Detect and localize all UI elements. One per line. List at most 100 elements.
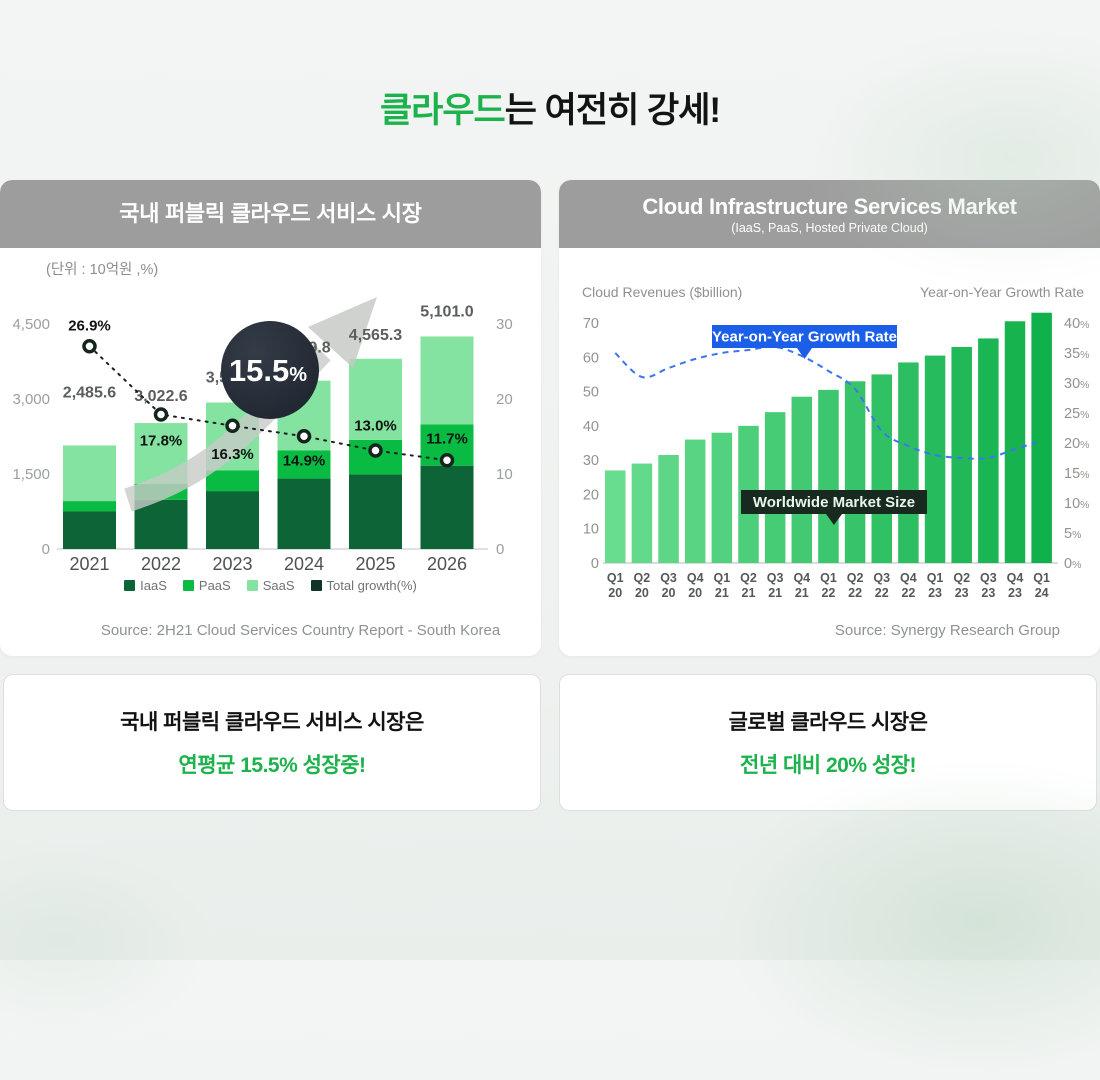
- revenue-bar: [605, 470, 626, 563]
- x-axis-label-year: 20: [608, 586, 622, 600]
- right-axis-tick: 25%: [1064, 406, 1089, 422]
- bar-segment-paas: [277, 450, 331, 479]
- right-axis-tick: 20%: [1064, 436, 1089, 452]
- legend-item-paas: PaaS: [182, 578, 231, 593]
- right-axis-tick: 15%: [1064, 466, 1089, 482]
- left-axis-tick: 30: [583, 453, 599, 469]
- revenue-bar: [764, 412, 786, 563]
- right-axis-tick: 10%: [1064, 496, 1089, 512]
- growth-percent-label: 13.0%: [354, 418, 397, 435]
- x-axis-label-year: 22: [848, 586, 862, 600]
- x-axis-label: 2023: [212, 554, 252, 574]
- growth-percent-label: 17.8%: [140, 433, 183, 450]
- chart-cards: 국내 퍼블릭 클라우드 서비스 시장 (단위 : 10억원 ,%) 0 1,500…: [0, 180, 1100, 656]
- legend-swatch: [124, 580, 136, 591]
- right-axis-tick: 30%: [1064, 376, 1089, 392]
- left-axis-tick: 0: [591, 556, 599, 572]
- right-axis-tick: 5%: [1064, 526, 1081, 542]
- x-axis-label: 2022: [141, 554, 181, 574]
- revenue-bar: [978, 338, 999, 563]
- korea-cloud-market-card: 국내 퍼블릭 클라우드 서비스 시장 (단위 : 10억원 ,%) 0 1,500…: [0, 180, 541, 656]
- global-card-title: Cloud Infrastructure Services Market: [642, 193, 1017, 219]
- left-axis-tick: 0: [42, 541, 50, 558]
- growth-percent-label: 11.7%: [426, 430, 468, 447]
- x-axis-label-quarter: Q4: [1007, 571, 1024, 585]
- bar-segment-saas: [63, 445, 116, 502]
- x-axis-label-year: 23: [928, 586, 942, 600]
- left-axis-tick: 10: [583, 522, 599, 538]
- bar-segment-iaas: [134, 499, 188, 549]
- growth-rate-badge-pointer: [797, 348, 812, 359]
- x-axis-label-year: 22: [875, 586, 889, 600]
- x-axis-label-year: 20: [635, 586, 649, 600]
- cagr-badge-text: 15.5%: [229, 353, 307, 388]
- growth-dot: [296, 429, 312, 444]
- x-axis-label: 2025: [355, 554, 395, 574]
- legend-item-saas: SaaS: [246, 578, 295, 593]
- global-card-subtitle: (IaaS, PaaS, Hosted Private Cloud): [731, 220, 928, 235]
- cagr-badge-circle: [221, 321, 319, 419]
- global-chart-body: Cloud Revenues ($billion) Year-on-Year G…: [559, 248, 1100, 656]
- x-axis-label-quarter: Q2: [953, 571, 970, 585]
- revenue-bar: [1031, 312, 1052, 563]
- bar-segment-paas: [206, 470, 259, 492]
- growth-dot: [368, 443, 383, 458]
- global-summary-box: 글로벌 클라우드 시장은 전년 대비 20% 성장!: [559, 674, 1097, 811]
- right-axis-tick: 35%: [1064, 346, 1089, 362]
- summary-boxes: 국내 퍼블릭 클라우드 서비스 시장은 연평균 15.5% 성장중! 글로벌 클…: [0, 674, 1100, 811]
- bar-segment-iaas: [63, 511, 116, 549]
- right-axis-tick: 10: [496, 466, 513, 483]
- korea-card-header: 국내 퍼블릭 클라우드 서비스 시장: [0, 180, 541, 248]
- legend-label: IaaS: [140, 578, 167, 593]
- revenue-bar: [791, 396, 813, 563]
- x-axis-label-quarter: Q3: [767, 571, 784, 585]
- korea-summary-line2: 연평균 15.5% 성장중!: [178, 754, 366, 777]
- growth-percent-label: 16.3%: [211, 446, 254, 463]
- korea-chart-source: Source: 2H21 Cloud Services Country Repo…: [100, 622, 501, 639]
- unit-label: (단위 : 10억원 ,%): [46, 262, 159, 278]
- growth-dashed-line: [88, 345, 448, 462]
- page-title-highlight: 클라우드: [379, 91, 506, 130]
- x-axis-label-quarter: Q2: [634, 571, 651, 585]
- x-axis-label-year: 20: [662, 586, 676, 600]
- growth-rate-badge: [712, 325, 897, 348]
- korea-chart-legend: IaaS PaaS SaaS Total growth(%): [0, 578, 541, 593]
- x-axis-label-year: 22: [901, 586, 915, 600]
- legend-label: Total growth(%): [326, 578, 417, 593]
- axis-titles-row: Cloud Revenues ($billion) Year-on-Year G…: [582, 284, 1084, 300]
- korea-summary-box: 국내 퍼블릭 클라우드 서비스 시장은 연평균 15.5% 성장중!: [3, 674, 541, 811]
- market-size-badge-pointer: [826, 514, 842, 525]
- revenue-bar: [1004, 321, 1026, 563]
- x-axis-label-year: 21: [742, 586, 756, 600]
- x-axis-label-quarter: Q2: [847, 571, 864, 585]
- legend-item-totalgrowth: Total growth(%): [310, 578, 417, 593]
- global-cloud-market-card: Cloud Infrastructure Services Market (Ia…: [559, 180, 1100, 656]
- left-axis-tick: 3,000: [12, 391, 50, 408]
- bar-segment-saas: [349, 358, 402, 440]
- growth-dot: [153, 407, 169, 422]
- growth-rate-badge-label: Year-on-Year Growth Rate: [712, 329, 897, 346]
- x-axis-label: 2026: [427, 554, 467, 574]
- right-axis-tick: 20: [496, 391, 513, 408]
- global-summary-line1: 글로벌 클라우드 시장은: [728, 711, 928, 734]
- growth-rate-line: [614, 345, 1042, 460]
- revenue-bar: [711, 432, 733, 563]
- global-cloud-chart: 0 10 20 30 40 50 60 70 0% 5% 10% 15% 20% 25% 30% 35% 40%…: [583, 312, 1089, 600]
- revenue-bar: [898, 362, 919, 563]
- market-size-badge-label: Worldwide Market Size: [753, 494, 915, 511]
- legend-swatch: [310, 580, 322, 591]
- x-axis-label-year: 23: [981, 586, 995, 600]
- legend-swatch: [182, 580, 194, 591]
- x-axis-label-quarter: Q1: [820, 571, 837, 585]
- x-axis-label-quarter: Q4: [687, 571, 704, 585]
- bar-segment-iaas: [206, 491, 259, 549]
- x-axis-label-quarter: Q4: [793, 571, 810, 585]
- growth-dot: [82, 339, 97, 354]
- x-axis-label-quarter: Q1: [1033, 571, 1050, 585]
- bar-segment-paas: [63, 501, 116, 512]
- x-axis-label-quarter: Q4: [900, 571, 917, 585]
- left-axis-tick: 20: [583, 487, 599, 503]
- market-size-badge: [741, 490, 927, 514]
- left-axis-tick: 50: [583, 385, 599, 401]
- x-axis-label-year: 24: [1035, 586, 1049, 600]
